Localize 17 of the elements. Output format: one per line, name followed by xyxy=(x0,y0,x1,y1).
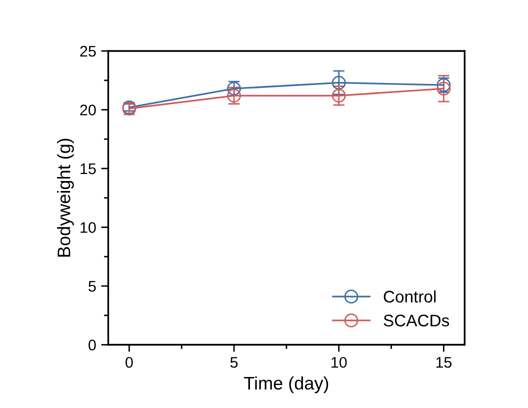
legend-label: SCACDs xyxy=(384,314,450,326)
y-tick-label: 15 xyxy=(80,164,96,174)
legend-label: Control xyxy=(384,290,436,303)
y-tick-label: 5 xyxy=(88,281,96,292)
x-tick-label: 5 xyxy=(230,357,238,368)
y-axis-title: Bodyweight (g) xyxy=(57,138,74,257)
y-tick-label: 10 xyxy=(80,222,96,233)
x-axis-title: Time (day) xyxy=(244,376,328,394)
x-tick-label: 10 xyxy=(332,356,347,368)
y-tick-label: 0 xyxy=(88,340,96,350)
point xyxy=(332,88,346,103)
y-tick-label: 25 xyxy=(80,46,96,57)
y-tick-label: 20 xyxy=(80,104,96,116)
point xyxy=(436,82,451,96)
point xyxy=(332,76,346,90)
x-tick-label: 15 xyxy=(436,357,452,368)
x-tick-label: 0 xyxy=(126,356,133,368)
